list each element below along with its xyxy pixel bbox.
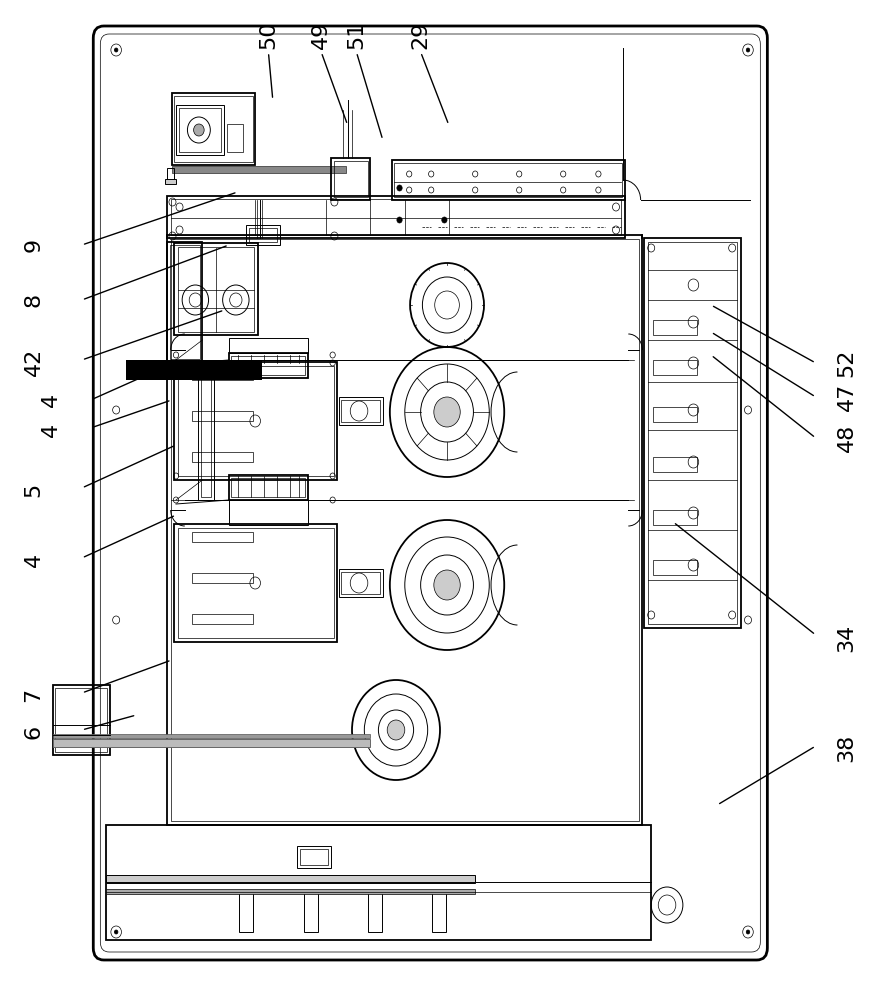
Circle shape bbox=[397, 185, 402, 191]
Bar bbox=[368, 892, 382, 932]
Bar bbox=[653, 457, 697, 472]
Bar bbox=[653, 360, 697, 375]
Text: 48: 48 bbox=[837, 424, 856, 452]
Bar bbox=[126, 360, 262, 380]
Bar bbox=[304, 892, 318, 932]
Bar bbox=[167, 168, 174, 180]
Bar bbox=[392, 160, 625, 200]
Bar bbox=[653, 407, 697, 422]
Bar bbox=[174, 243, 258, 335]
Bar bbox=[648, 242, 737, 624]
Bar bbox=[55, 688, 107, 752]
Bar bbox=[229, 500, 308, 525]
Text: 7: 7 bbox=[24, 688, 43, 702]
Bar bbox=[174, 524, 337, 642]
Bar bbox=[192, 573, 253, 583]
Bar bbox=[246, 225, 280, 245]
Bar bbox=[171, 239, 639, 821]
Bar bbox=[653, 560, 697, 575]
Text: 8: 8 bbox=[24, 293, 43, 307]
Bar bbox=[331, 158, 370, 200]
Bar bbox=[229, 475, 308, 500]
Text: 4: 4 bbox=[41, 393, 61, 407]
Bar bbox=[178, 247, 254, 332]
Bar bbox=[644, 238, 741, 628]
Bar bbox=[178, 528, 334, 638]
Circle shape bbox=[442, 217, 447, 223]
Bar bbox=[339, 397, 383, 425]
Bar bbox=[231, 356, 305, 375]
Bar bbox=[170, 245, 200, 359]
Bar bbox=[432, 892, 446, 932]
Bar bbox=[297, 846, 331, 868]
Text: 29: 29 bbox=[411, 21, 430, 49]
Text: 4: 4 bbox=[24, 553, 43, 567]
Text: 6: 6 bbox=[24, 725, 43, 739]
Bar bbox=[192, 452, 253, 462]
Text: 38: 38 bbox=[837, 734, 856, 762]
Bar bbox=[178, 366, 334, 476]
Text: 4: 4 bbox=[41, 423, 61, 437]
Bar bbox=[106, 825, 651, 940]
Bar bbox=[334, 161, 368, 197]
Bar bbox=[229, 353, 308, 378]
Bar bbox=[239, 892, 253, 932]
Bar bbox=[174, 96, 253, 162]
Text: 34: 34 bbox=[837, 624, 856, 652]
Bar bbox=[339, 569, 383, 597]
Bar bbox=[192, 411, 253, 421]
Text: 51: 51 bbox=[347, 21, 366, 49]
Bar bbox=[167, 235, 642, 825]
Bar bbox=[171, 199, 621, 235]
Bar bbox=[653, 510, 697, 525]
Bar bbox=[165, 179, 176, 184]
Bar bbox=[53, 685, 110, 755]
Bar bbox=[341, 572, 380, 594]
Bar bbox=[249, 228, 277, 242]
Bar bbox=[167, 196, 625, 238]
Text: 42: 42 bbox=[24, 348, 43, 376]
Bar bbox=[106, 889, 475, 894]
Text: 52: 52 bbox=[837, 349, 856, 377]
Bar bbox=[172, 93, 255, 165]
Circle shape bbox=[397, 217, 402, 223]
Bar bbox=[300, 849, 328, 865]
Bar bbox=[192, 614, 253, 624]
Text: 47: 47 bbox=[837, 383, 856, 411]
Circle shape bbox=[746, 930, 750, 934]
Bar bbox=[231, 478, 305, 497]
Bar bbox=[229, 338, 308, 353]
Bar bbox=[227, 124, 243, 152]
Circle shape bbox=[114, 930, 118, 934]
Bar bbox=[201, 363, 211, 497]
Circle shape bbox=[194, 124, 204, 136]
Bar bbox=[176, 105, 224, 155]
Bar bbox=[106, 875, 475, 883]
Circle shape bbox=[434, 570, 460, 600]
Bar bbox=[53, 734, 370, 738]
Bar bbox=[653, 320, 697, 335]
Circle shape bbox=[114, 48, 118, 52]
Bar bbox=[192, 532, 253, 542]
Bar bbox=[174, 362, 337, 480]
Bar bbox=[341, 400, 380, 422]
Bar bbox=[394, 163, 622, 197]
Bar bbox=[167, 242, 202, 362]
Text: 9: 9 bbox=[24, 238, 43, 252]
Bar bbox=[198, 360, 214, 500]
Text: 49: 49 bbox=[312, 21, 331, 49]
Bar bbox=[192, 370, 253, 380]
Circle shape bbox=[387, 720, 405, 740]
Bar bbox=[179, 108, 221, 152]
Text: 5: 5 bbox=[24, 483, 43, 497]
Bar bbox=[172, 166, 346, 173]
Text: 50: 50 bbox=[259, 21, 278, 49]
Circle shape bbox=[434, 397, 460, 427]
Circle shape bbox=[746, 48, 750, 52]
Bar bbox=[53, 739, 370, 747]
